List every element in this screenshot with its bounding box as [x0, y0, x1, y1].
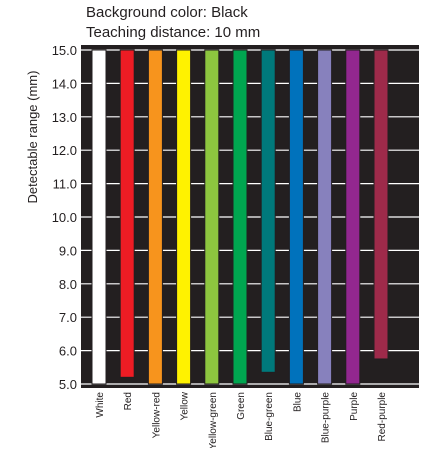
y-tick-label-2: 7.0: [59, 310, 77, 325]
x-tick-label-yellow: Yellow: [180, 391, 191, 420]
y-tick-label-6: 11.0: [53, 177, 77, 192]
chart-subtitle: Teaching distance: 10 mm: [86, 24, 260, 41]
y-tick-label-3: 8.0: [59, 277, 77, 292]
y-tick-labels: 5.0 6.0 7.0 8.0 9.0 10.0 11.0 12.0 13.0 14.0 15.0: [52, 43, 77, 392]
bar-yellow: [176, 49, 192, 385]
x-tick-label-blue-purple: Blue-purple: [321, 392, 332, 444]
bar-blue-purple: [317, 49, 333, 385]
y-tick-label-0: 5.0: [59, 377, 77, 392]
bar-purple: [345, 49, 361, 385]
bar-yellow-green: [204, 49, 220, 385]
x-tick-label-blue: Blue: [292, 392, 303, 412]
y-tick-label-1: 6.0: [59, 344, 77, 359]
y-tick-label-7: 12.0: [52, 143, 77, 158]
x-tick-label-red-purple: Red-purple: [377, 392, 388, 442]
bar-red-purple: [373, 49, 389, 360]
bar-white: [91, 49, 107, 385]
y-tick-label-10: 15.0: [52, 43, 77, 58]
y-tick-label-9: 14.0: [52, 76, 77, 91]
x-tick-label-purple: Purple: [349, 392, 360, 421]
y-axis-label: Detectable range (mm): [25, 71, 40, 204]
x-tick-label-green: Green: [236, 392, 247, 420]
x-tick-label-white: White: [95, 392, 106, 418]
chart-title: Background color: Black: [86, 4, 248, 21]
y-tick-label-4: 9.0: [59, 243, 77, 258]
bar-blue: [288, 49, 304, 385]
bars-layer: [91, 49, 389, 385]
bar-green: [232, 49, 248, 385]
x-tick-label-red: Red: [123, 392, 134, 410]
bar-yellow-red: [147, 49, 163, 385]
y-tick-label-8: 13.0: [52, 110, 77, 125]
x-tick-labels: White Red Yellow-red Yellow Yellow-green Gree…: [95, 391, 388, 449]
grid-layer: [81, 49, 419, 385]
y-tick-label-5: 10.0: [52, 210, 77, 225]
x-tick-label-yellow-red: Yellow-red: [151, 392, 162, 438]
x-tick-label-yellow-green: Yellow-green: [208, 392, 219, 448]
bar-red: [119, 49, 135, 378]
x-tick-label-blue-green: Blue-green: [264, 392, 275, 441]
bar-blue-green: [260, 49, 276, 373]
